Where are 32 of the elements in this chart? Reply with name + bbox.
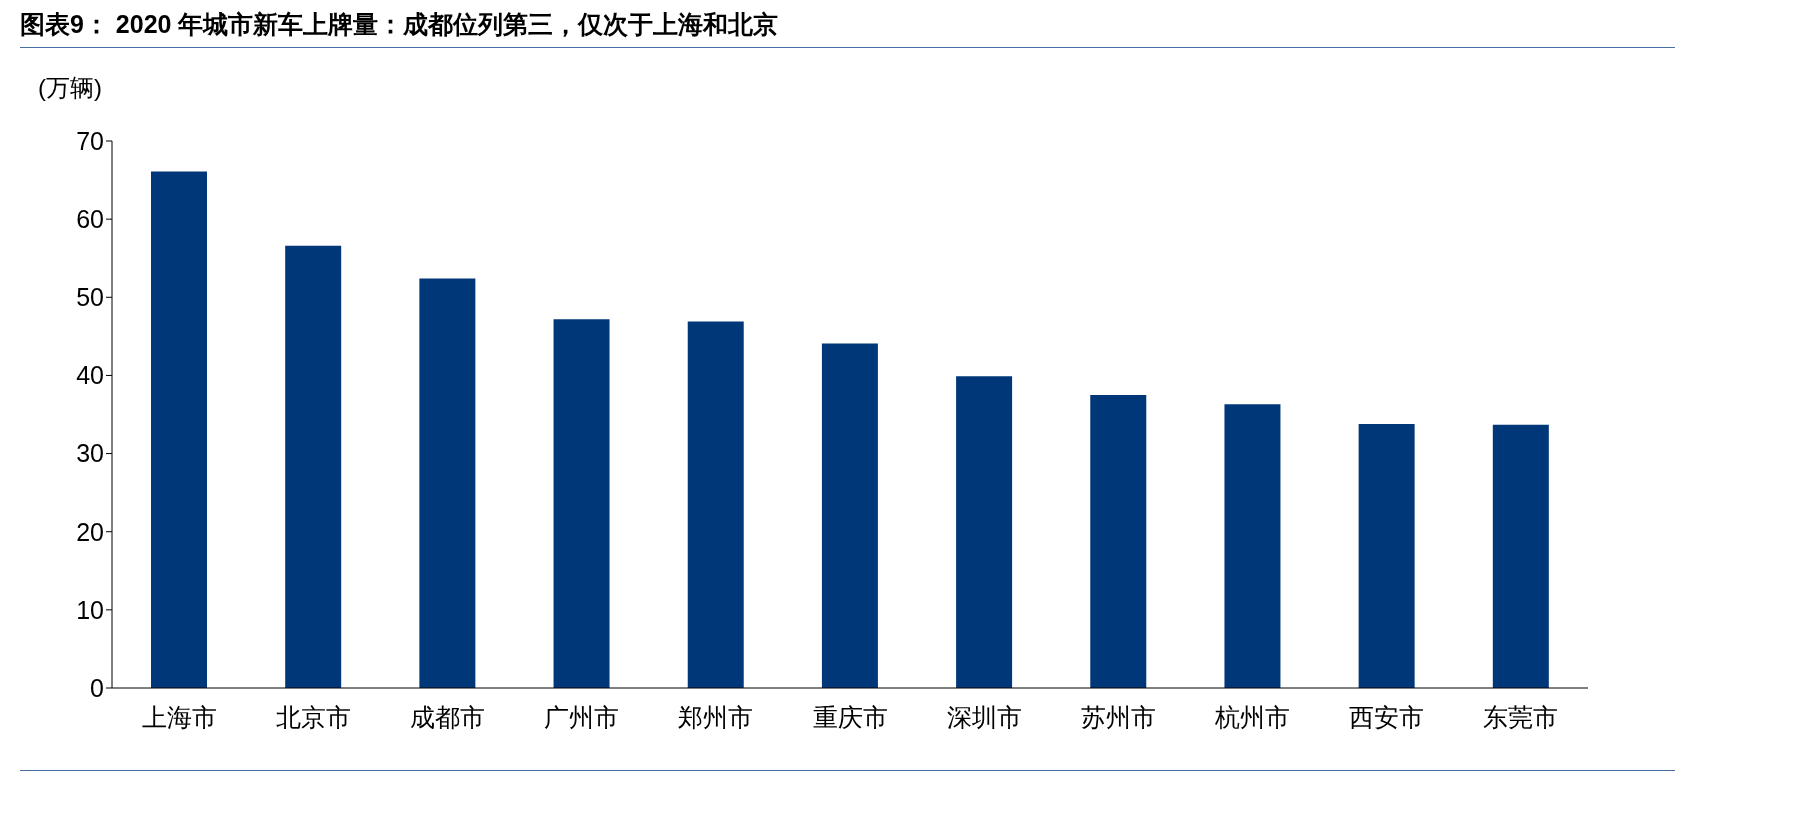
y-tick-label: 0 xyxy=(90,673,104,702)
x-tick-label: 西安市 xyxy=(1349,702,1425,731)
x-tick-label: 东莞市 xyxy=(1483,702,1559,731)
x-tick-label: 成都市 xyxy=(409,702,485,731)
y-tick-label: 10 xyxy=(76,595,104,624)
bar xyxy=(687,321,744,688)
bar xyxy=(1358,423,1415,688)
x-tick-label: 广州市 xyxy=(544,702,620,731)
x-tick-label: 杭州市 xyxy=(1214,702,1291,731)
chart-title: 图表9： 2020 年城市新车上牌量：成都位列第三，仅次于上海和北京 xyxy=(20,8,1675,48)
y-axis-title: (万辆) xyxy=(38,73,102,103)
bar xyxy=(956,376,1013,688)
bar xyxy=(553,319,610,688)
x-tick-label: 上海市 xyxy=(141,702,217,731)
bar xyxy=(1224,404,1281,688)
x-tick-label: 深圳市 xyxy=(946,702,1022,731)
x-tick-label: 郑州市 xyxy=(678,702,754,731)
bar xyxy=(821,343,878,688)
bar xyxy=(1492,424,1549,688)
bar xyxy=(419,278,476,688)
x-tick-label: 北京市 xyxy=(275,702,351,731)
x-tick-label: 苏州市 xyxy=(1080,702,1156,731)
bar xyxy=(285,245,342,688)
y-tick-label: 40 xyxy=(76,361,104,390)
bar xyxy=(1090,394,1147,688)
y-tick-label: 60 xyxy=(76,205,104,234)
y-tick-label: 20 xyxy=(76,517,104,546)
y-tick-label: 70 xyxy=(76,126,104,155)
y-tick-label: 50 xyxy=(76,283,104,312)
bar xyxy=(151,171,207,688)
y-tick-label: 30 xyxy=(76,439,104,468)
x-tick-label: 重庆市 xyxy=(812,702,888,731)
